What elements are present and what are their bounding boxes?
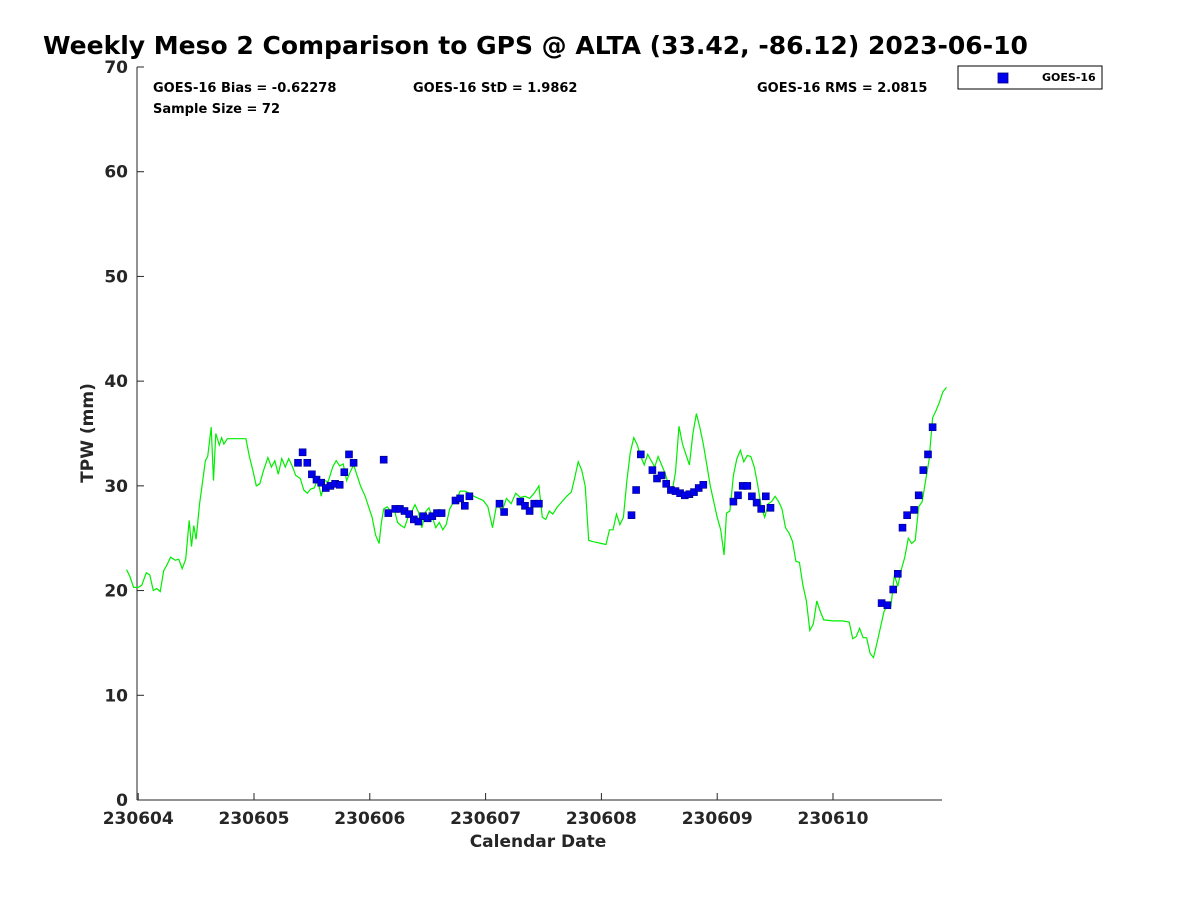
goes16-point [627,511,636,520]
x-tick-label: 230608 [566,809,637,829]
goes16-point [889,585,898,594]
bias-stat: GOES-16 Bias = -0.62278 [153,81,336,96]
x-tick-label: 230609 [682,809,753,829]
goes16-point [699,480,708,489]
y-axis-label: TPW (mm) [78,383,98,483]
legend-label: GOES-16 [1042,71,1096,84]
goes16-point [460,501,469,510]
goes16-point [757,505,766,513]
goes16-point [405,510,414,518]
x-tick-label: 230605 [219,809,290,829]
goes16-point [898,523,907,532]
goes16-point [345,450,353,459]
goes16-point [414,517,423,526]
goes16-point [743,482,752,490]
plot-area: 0 10 20 30 40 50 60 70 230604 230605 230606 230607 2… [103,58,947,829]
y-tick-label: 20 [104,582,128,602]
legend-marker [997,72,1009,84]
y-tick-label: 40 [104,372,128,392]
goes16-point [303,458,312,467]
goes16-point [924,450,932,459]
goes16-point [437,509,446,517]
x-tick-label: 230606 [334,809,405,829]
goes16-point [317,478,326,487]
legend: GOES-16 [957,65,1103,90]
goes16-point [910,506,918,514]
rms-stat: GOES-16 RMS = 2.0815 [757,81,927,96]
y-tick-label: 70 [104,58,128,78]
goes16-point [928,423,937,432]
goes16-point [294,458,302,467]
x-axis-label: Calendar Date [470,832,607,852]
goes16-point [657,471,666,480]
goes16-point [632,486,640,494]
goes16-point [919,466,928,474]
y-tick-label: 10 [104,686,128,706]
goes16-point [379,455,388,464]
goes16-point [903,511,911,520]
goes16-point [384,509,393,517]
gps-series-line [126,387,947,659]
goes16-point [734,491,742,500]
goes16-point [516,497,525,506]
y-tick-label: 50 [104,267,128,287]
goes16-point [893,569,902,578]
legend-box [957,65,1103,90]
goes16-point [495,499,504,508]
goes16-point [340,468,349,477]
goes16-point [298,448,307,457]
goes16-point [308,470,316,479]
goes16-point [465,492,474,501]
goes16-point [636,450,645,459]
goes16-point [521,501,529,510]
goes16-point [500,508,508,516]
goes16-point [662,479,671,488]
goes16-point [525,507,534,515]
chart-title: Weekly Meso 2 Comparison to GPS @ ALTA (… [43,31,1028,60]
goes16-point [349,458,358,467]
x-tick-label: 230604 [103,809,174,829]
goes16-point [335,480,344,489]
goes16-point [761,492,770,501]
goes16-point [752,498,761,507]
x-tick-label: 230607 [450,809,521,829]
goes16-point [883,601,892,610]
goes16-point [748,492,756,501]
goes16-point [648,466,657,474]
goes16-point [456,494,464,503]
y-tick-label: 30 [104,477,128,497]
y-tick-label: 0 [116,791,128,811]
goes16-point [535,499,543,508]
goes16-point [914,491,923,500]
goes16-point [766,503,775,512]
sample-size-stat: Sample Size = 72 [153,102,280,117]
goes16-point [729,497,738,506]
goes16-point [690,488,698,496]
x-tick-label: 230610 [798,809,869,829]
std-stat: GOES-16 StD = 1.9862 [413,81,577,96]
y-tick-label: 60 [104,163,128,183]
